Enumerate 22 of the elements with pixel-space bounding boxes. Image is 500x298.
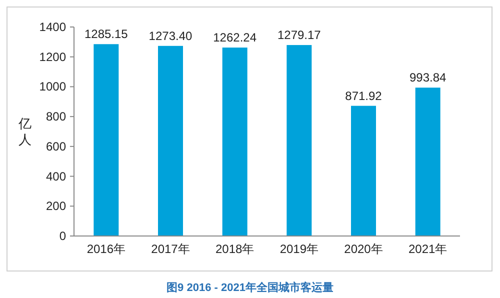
x-tick-label: 2021年	[408, 242, 448, 256]
x-tick-label: 2020年	[344, 242, 383, 256]
x-tick-label: 2018年	[215, 242, 254, 256]
y-axis-title: 亿人	[18, 116, 32, 147]
data-label: 1285.15	[84, 27, 128, 42]
y-tick-label: 800	[46, 110, 66, 124]
data-label: 993.84	[409, 70, 447, 85]
y-tick-label: 600	[46, 139, 66, 154]
data-label: 1279.17	[277, 28, 322, 42]
text: 图9 2016 - 2021年全国城市客运量	[166, 281, 334, 294]
y-tick-label: 1400	[39, 20, 66, 34]
y-tick-label: 200	[46, 199, 66, 214]
y-tick-label: 1000	[39, 80, 66, 94]
x-tick-label: 2019年	[280, 242, 319, 256]
data-label: 1262.24	[213, 30, 257, 45]
y-tick-label: 400	[46, 169, 66, 184]
y-tick-label: 0	[59, 229, 66, 243]
y-tick-label: 1200	[39, 50, 66, 64]
x-tick-label: 2016年	[86, 242, 126, 256]
data-label: 1273.40	[148, 28, 193, 43]
x-tick-label: 2017年	[151, 242, 190, 256]
data-label: 871.92	[345, 88, 382, 103]
